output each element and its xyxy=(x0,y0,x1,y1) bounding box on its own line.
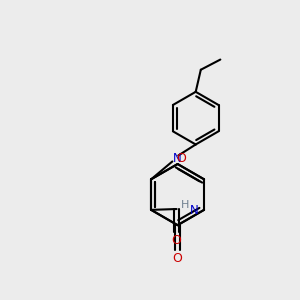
Text: O: O xyxy=(173,252,182,265)
Text: O: O xyxy=(176,152,186,165)
Text: N: N xyxy=(173,152,182,165)
Text: N: N xyxy=(190,204,199,217)
Text: H: H xyxy=(181,200,189,210)
Text: O: O xyxy=(172,234,182,248)
